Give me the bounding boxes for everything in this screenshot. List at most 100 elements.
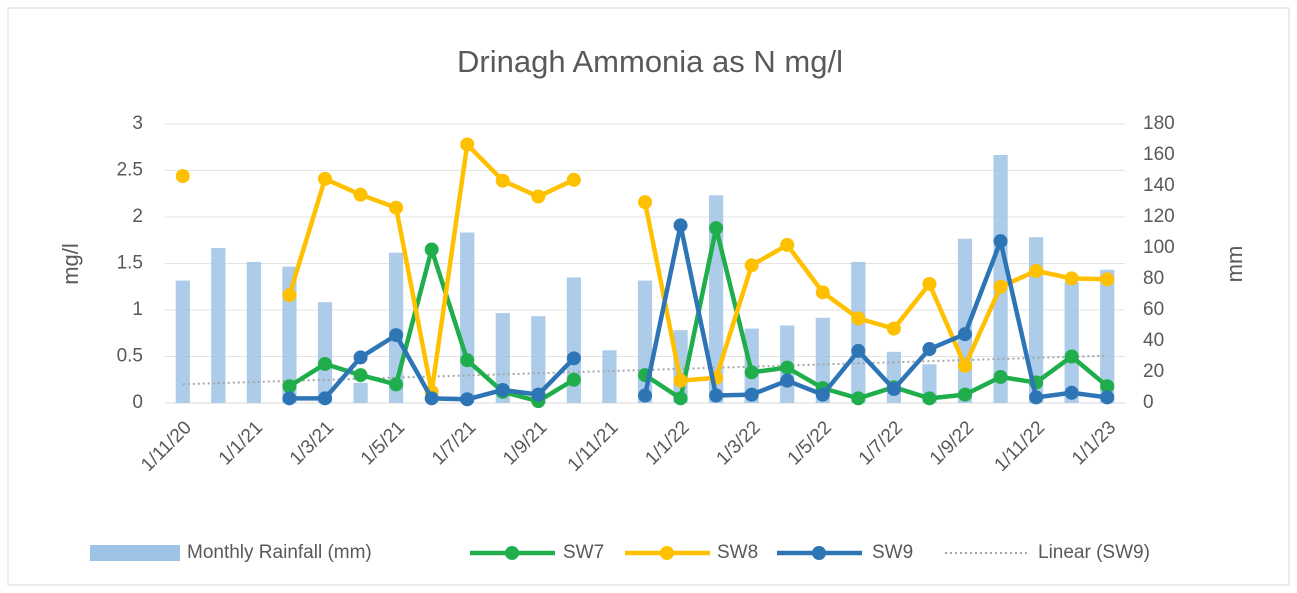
bar: [246, 261, 261, 403]
marker: [1064, 271, 1079, 286]
marker: [815, 285, 830, 300]
marker: [886, 321, 901, 336]
bar: [175, 280, 190, 403]
marker: [318, 391, 332, 406]
legend-label: SW8: [717, 542, 758, 563]
marker: [282, 379, 297, 394]
marker: [922, 276, 937, 291]
marker: [566, 351, 581, 366]
bar: [815, 317, 830, 403]
marker: [851, 311, 866, 326]
marker: [673, 373, 688, 388]
bar: [602, 350, 617, 403]
marker: [282, 288, 297, 303]
y2-axis-label: mm: [1222, 246, 1247, 283]
legend-marker: [505, 546, 519, 560]
marker: [709, 388, 724, 403]
marker: [815, 387, 830, 402]
marker: [1029, 263, 1044, 278]
legend-label: SW9: [872, 542, 913, 563]
marker: [353, 368, 368, 383]
y2-tick-label: 140: [1143, 175, 1175, 196]
bar: [317, 302, 333, 403]
marker: [318, 171, 332, 186]
y2-tick-label: 80: [1143, 268, 1164, 289]
bar: [851, 261, 866, 403]
marker: [780, 237, 795, 252]
marker: [922, 391, 937, 406]
y2-tick-label: 100: [1143, 237, 1175, 258]
y2-tick-label: 20: [1143, 361, 1164, 382]
marker: [744, 258, 759, 273]
y-axis-label: mg/l: [58, 243, 83, 285]
marker: [1029, 390, 1044, 405]
marker: [495, 173, 510, 188]
marker: [744, 387, 759, 402]
marker: [566, 372, 581, 387]
marker: [993, 369, 1008, 384]
y-tick-label: 2.5: [117, 160, 143, 181]
legend-label: Monthly Rainfall (mm): [187, 542, 372, 563]
y-tick-label: 3: [132, 113, 143, 134]
legend-label: Linear (SW9): [1038, 542, 1150, 563]
marker: [886, 382, 901, 397]
marker: [958, 358, 972, 373]
marker: [424, 242, 439, 257]
chart-title: Drinagh Ammonia as N mg/l: [457, 44, 843, 79]
marker: [851, 391, 866, 406]
marker: [1064, 385, 1079, 400]
bar: [495, 313, 510, 403]
marker: [282, 391, 297, 406]
marker: [673, 218, 688, 233]
marker: [389, 328, 404, 343]
marker: [389, 200, 404, 215]
marker: [389, 377, 404, 392]
marker: [1100, 379, 1115, 394]
marker: [1100, 272, 1115, 287]
marker: [1064, 349, 1079, 364]
y2-tick-label: 60: [1143, 299, 1164, 320]
legend-marker: [812, 546, 826, 560]
marker: [638, 195, 652, 210]
marker: [424, 391, 439, 406]
bar: [353, 382, 368, 403]
marker: [993, 279, 1008, 294]
marker: [566, 172, 581, 187]
bar: [531, 316, 546, 403]
marker: [1100, 390, 1115, 405]
bar: [211, 248, 226, 403]
marker: [460, 392, 475, 407]
y2-tick-label: 120: [1143, 206, 1175, 227]
y-tick-label: 2: [132, 206, 143, 227]
bar: [993, 155, 1008, 403]
marker: [993, 234, 1008, 249]
marker: [709, 221, 724, 236]
marker: [958, 387, 972, 402]
marker: [531, 189, 546, 204]
marker: [531, 387, 546, 402]
marker: [780, 360, 795, 375]
marker: [460, 137, 475, 152]
marker: [780, 373, 795, 388]
marker: [175, 169, 190, 184]
marker: [495, 382, 510, 397]
y-tick-label: 0: [132, 392, 143, 413]
bar: [1029, 237, 1044, 403]
marker: [851, 343, 866, 358]
marker: [673, 391, 688, 406]
marker: [744, 365, 759, 380]
legend-marker: [660, 546, 674, 560]
marker: [353, 350, 368, 365]
legend-swatch: [90, 545, 180, 561]
marker: [318, 356, 332, 371]
y-tick-label: 1: [132, 299, 143, 320]
y2-tick-label: 0: [1143, 392, 1154, 413]
trendline: [182, 354, 1108, 386]
bar: [1064, 282, 1079, 403]
y2-tick-label: 160: [1143, 144, 1175, 165]
legend-label: SW7: [563, 542, 604, 563]
marker: [922, 342, 937, 357]
marker: [353, 187, 368, 202]
marker: [958, 327, 972, 342]
